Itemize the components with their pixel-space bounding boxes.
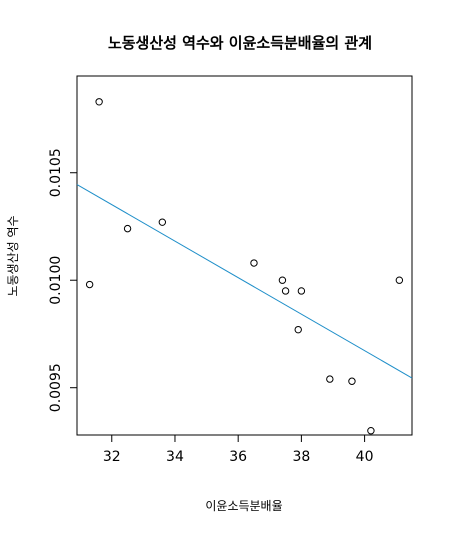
data-point [395, 276, 404, 284]
data-point [297, 287, 306, 295]
x-tick-label: 34 [166, 449, 184, 465]
y-tick-label: 0.0100 [48, 256, 64, 305]
data-point [95, 98, 103, 106]
x-axis-label: 이윤소득분배율 [205, 499, 282, 513]
y-axis: 0.0095 0.0100 0.0105 [48, 148, 77, 412]
y-axis-label: 노동생산성 역수 [6, 215, 20, 296]
y-tick-label: 0.0105 [48, 148, 64, 197]
data-point [348, 377, 356, 385]
data-points [85, 98, 404, 435]
data-point [158, 218, 167, 226]
plot-frame [76, 75, 413, 436]
data-point [281, 287, 290, 295]
x-tick-label: 36 [229, 449, 247, 465]
x-tick-label: 32 [103, 449, 121, 465]
data-point [326, 375, 334, 383]
data-point [85, 280, 94, 289]
x-tick-label: 38 [292, 449, 310, 465]
data-point [294, 325, 302, 334]
data-point [250, 259, 258, 267]
chart-title: 노동생산성 역수와 이윤소득분배율의 관계 [108, 34, 372, 52]
x-axis: 32 34 36 38 40 [103, 435, 374, 465]
y-tick-label: 0.0095 [48, 363, 64, 412]
data-point [367, 427, 375, 435]
trend-line [76, 184, 413, 379]
x-tick-label: 40 [356, 449, 374, 465]
trend-line-group [76, 184, 413, 379]
data-point [123, 224, 132, 233]
data-point [278, 276, 287, 284]
